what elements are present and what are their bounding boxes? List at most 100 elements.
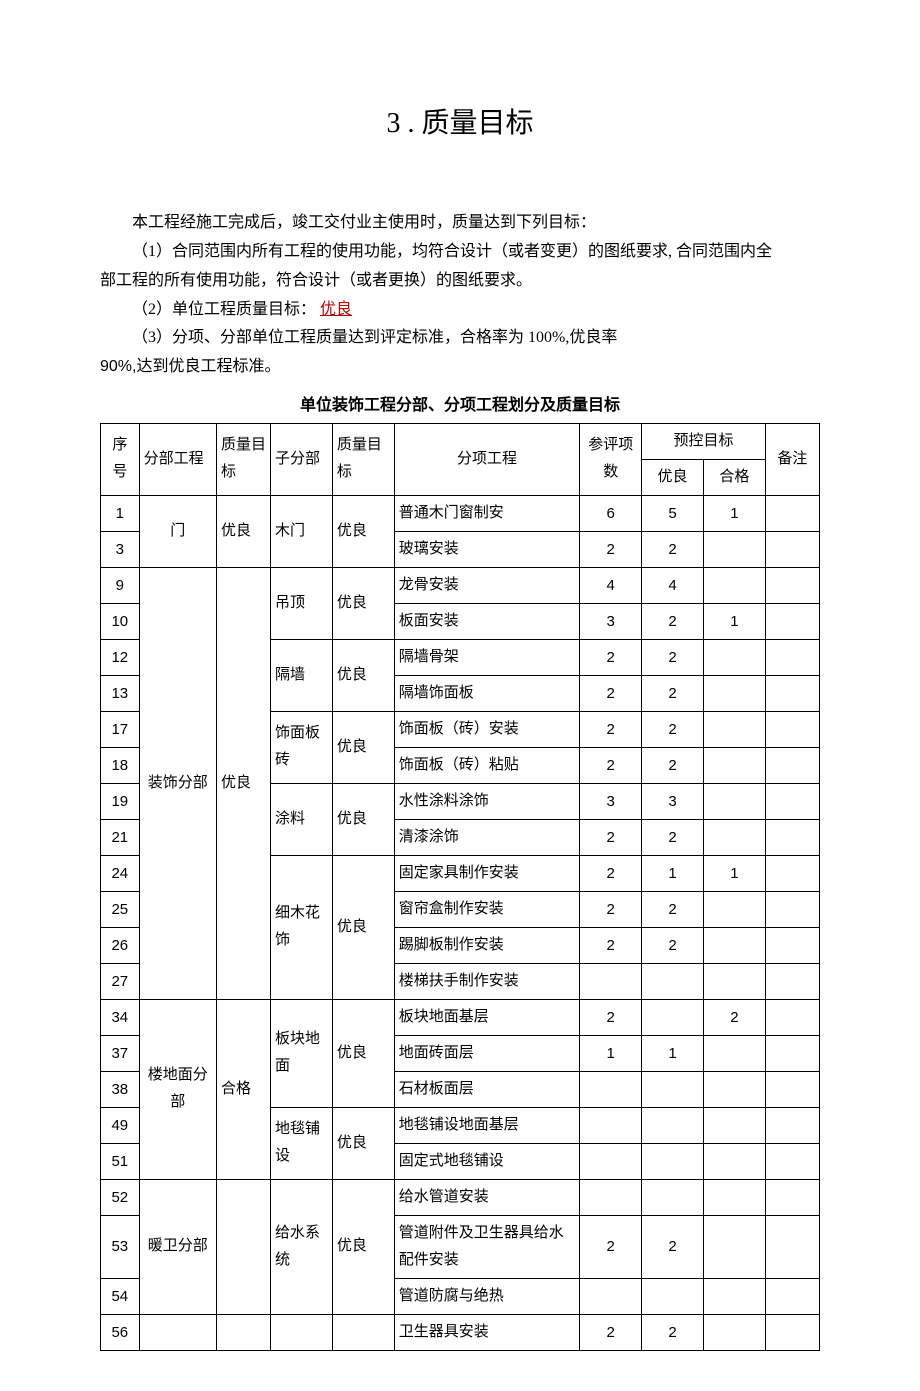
cell-count: 6 <box>580 495 642 531</box>
cell-remark <box>765 495 819 531</box>
col-pass: 合格 <box>703 459 765 495</box>
cell-subdiv: 涂料 <box>271 783 333 855</box>
cell-good <box>642 963 704 999</box>
col-count: 参评项数 <box>580 423 642 495</box>
cell-item: 饰面板（砖）粘贴 <box>394 747 580 783</box>
cell-remark <box>765 963 819 999</box>
cell-item: 饰面板（砖）安装 <box>394 711 580 747</box>
cell-good: 4 <box>642 567 704 603</box>
col-q2: 质量目标 <box>332 423 394 495</box>
page-title: 3 . 质量目标 <box>100 99 820 149</box>
cell-seq: 1 <box>101 495 140 531</box>
cell-pass <box>703 711 765 747</box>
cell-good <box>642 999 704 1035</box>
point-2-label: （2）单位工程质量目标： <box>132 301 320 318</box>
cell-count <box>580 1179 642 1215</box>
cell-remark <box>765 927 819 963</box>
cell-q1: 合格 <box>216 999 270 1179</box>
cell-pass: 1 <box>703 603 765 639</box>
cell-item: 管道防腐与绝热 <box>394 1278 580 1314</box>
cell-q1: 优良 <box>216 567 270 999</box>
col-item: 分项工程 <box>394 423 580 495</box>
cell-count: 2 <box>580 531 642 567</box>
cell-remark <box>765 747 819 783</box>
cell-good: 2 <box>642 711 704 747</box>
table-header: 序号 分部工程 质量目标 子分部 质量目标 分项工程 参评项数 预控目标 备注 … <box>101 423 820 495</box>
cell-item: 板面安装 <box>394 603 580 639</box>
cell-q1 <box>216 1179 270 1314</box>
cell-count: 2 <box>580 927 642 963</box>
cell-q2: 优良 <box>332 1179 394 1314</box>
cell-seq: 24 <box>101 855 140 891</box>
cell-pass <box>703 531 765 567</box>
cell-seq: 13 <box>101 675 140 711</box>
cell-pass <box>703 567 765 603</box>
point-2: （2）单位工程质量目标： 优良 <box>100 296 820 325</box>
cell-remark <box>765 855 819 891</box>
cell-remark <box>765 1278 819 1314</box>
cell-seq: 10 <box>101 603 140 639</box>
table-row: 34楼地面分部合格板块地面优良板块地面基层22 <box>101 999 820 1035</box>
cell-division <box>139 1314 216 1350</box>
cell-good <box>642 1179 704 1215</box>
cell-count <box>580 963 642 999</box>
cell-item: 石材板面层 <box>394 1071 580 1107</box>
cell-remark <box>765 891 819 927</box>
cell-q1 <box>216 1314 270 1350</box>
cell-good: 1 <box>642 1035 704 1071</box>
cell-count <box>580 1107 642 1143</box>
cell-pass <box>703 927 765 963</box>
cell-remark <box>765 1179 819 1215</box>
cell-item: 窗帘盒制作安装 <box>394 891 580 927</box>
point-1-line-2: 部工程的所有使用功能，符合设计（或者更换）的图纸要求。 <box>100 267 820 296</box>
cell-remark <box>765 1143 819 1179</box>
cell-subdiv <box>271 1314 333 1350</box>
cell-seq: 49 <box>101 1107 140 1143</box>
cell-item: 隔墙骨架 <box>394 639 580 675</box>
cell-good: 2 <box>642 675 704 711</box>
cell-item: 给水管道安装 <box>394 1179 580 1215</box>
cell-count <box>580 1071 642 1107</box>
cell-pass <box>703 675 765 711</box>
cell-good: 2 <box>642 1314 704 1350</box>
cell-pass: 1 <box>703 495 765 531</box>
cell-subdiv: 给水系统 <box>271 1179 333 1314</box>
cell-count: 3 <box>580 603 642 639</box>
cell-item: 清漆涂饰 <box>394 819 580 855</box>
cell-q2: 优良 <box>332 1107 394 1179</box>
cell-seq: 53 <box>101 1215 140 1278</box>
cell-remark <box>765 1314 819 1350</box>
cell-remark <box>765 1071 819 1107</box>
cell-item: 水性涂料涂饰 <box>394 783 580 819</box>
cell-good: 2 <box>642 603 704 639</box>
cell-seq: 12 <box>101 639 140 675</box>
col-precontrol: 预控目标 <box>642 423 766 459</box>
cell-item: 固定家具制作安装 <box>394 855 580 891</box>
cell-seq: 34 <box>101 999 140 1035</box>
cell-remark <box>765 567 819 603</box>
col-good: 优良 <box>642 459 704 495</box>
cell-count: 2 <box>580 711 642 747</box>
cell-division: 楼地面分部 <box>139 999 216 1179</box>
cell-seq: 52 <box>101 1179 140 1215</box>
cell-pass: 2 <box>703 999 765 1035</box>
cell-count: 3 <box>580 783 642 819</box>
cell-subdiv: 吊顶 <box>271 567 333 639</box>
table-row: 1门优良木门优良普通木门窗制安651 <box>101 495 820 531</box>
cell-subdiv: 地毯铺设 <box>271 1107 333 1179</box>
cell-good: 2 <box>642 531 704 567</box>
table-row: 9装饰分部优良吊顶优良龙骨安装44 <box>101 567 820 603</box>
cell-remark <box>765 783 819 819</box>
cell-seq: 25 <box>101 891 140 927</box>
cell-q1: 优良 <box>216 495 270 567</box>
cell-remark <box>765 675 819 711</box>
cell-count: 4 <box>580 567 642 603</box>
cell-seq: 3 <box>101 531 140 567</box>
cell-item: 玻璃安装 <box>394 531 580 567</box>
cell-remark <box>765 1107 819 1143</box>
col-remark: 备注 <box>765 423 819 495</box>
table-row: 56卫生器具安装22 <box>101 1314 820 1350</box>
cell-good: 2 <box>642 927 704 963</box>
cell-subdiv: 板块地面 <box>271 999 333 1107</box>
cell-count: 2 <box>580 999 642 1035</box>
